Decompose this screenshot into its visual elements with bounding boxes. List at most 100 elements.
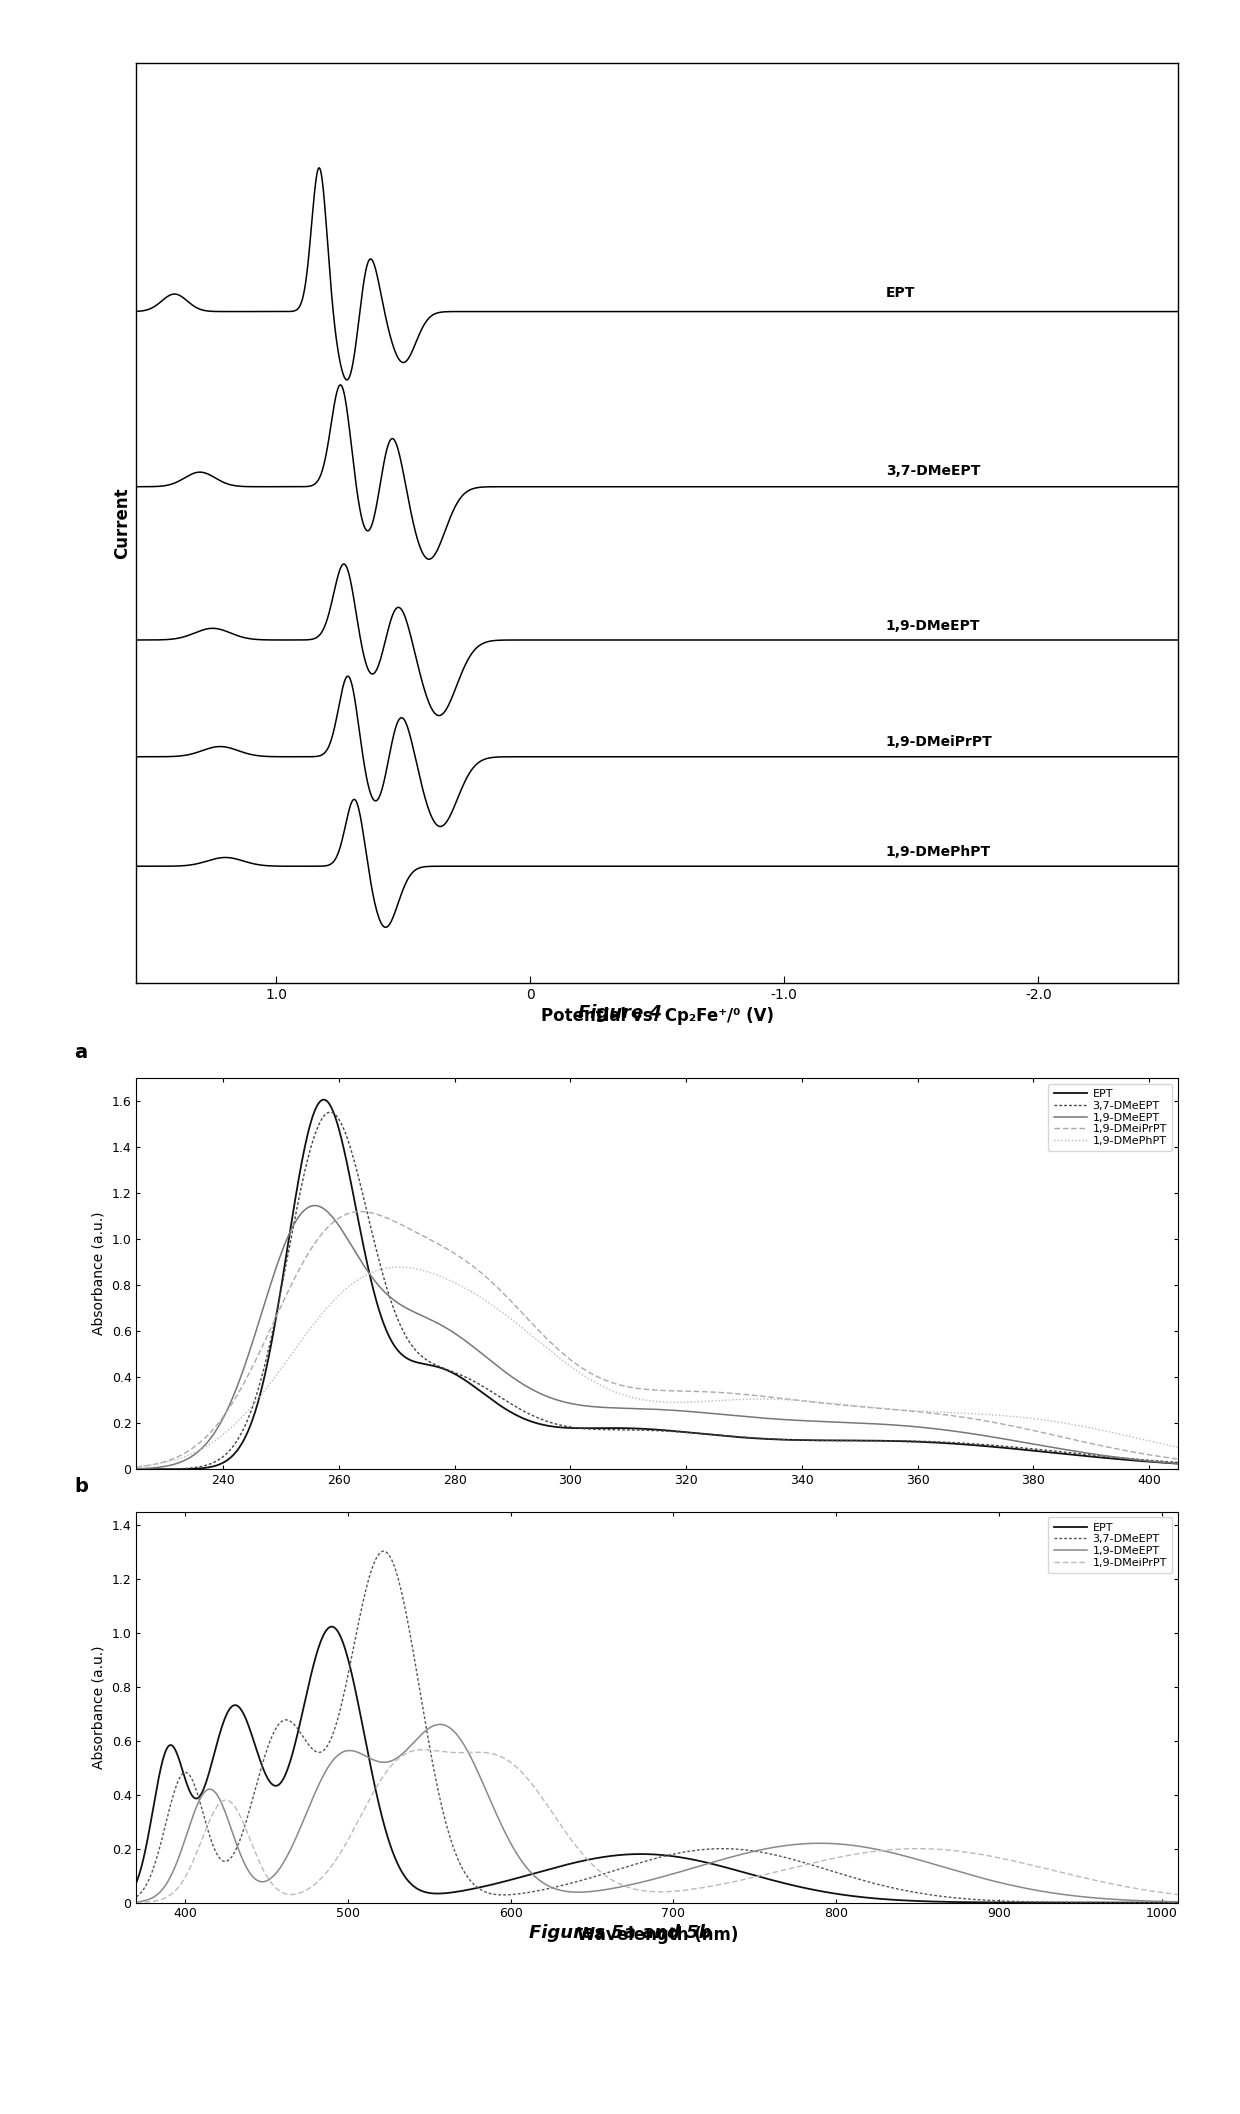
1,9-DMeEPT <box>574 1393 589 1418</box>
1,9-DMeiPrPT <box>1171 1881 1185 1907</box>
Text: a: a <box>74 1044 87 1063</box>
1,9-DMePhPT <box>1038 1408 1053 1433</box>
Line: 3,7-DMeEPT: 3,7-DMeEPT <box>136 1552 1178 1903</box>
Line: 1,9-DMeiPrPT: 1,9-DMeiPrPT <box>136 1750 1178 1903</box>
1,9-DMeEPT <box>248 1321 263 1347</box>
Line: 1,9-DMeEPT: 1,9-DMeEPT <box>136 1725 1178 1903</box>
1,9-DMeEPT <box>1038 1879 1053 1905</box>
1,9-DMeiPrPT <box>574 1355 589 1380</box>
3,7-DMeEPT <box>376 1539 391 1564</box>
3,7-DMeEPT <box>248 1778 263 1803</box>
1,9-DMeiPrPT <box>248 1839 263 1865</box>
EPT <box>248 1399 263 1425</box>
1,9-DMeiPrPT <box>528 1778 543 1803</box>
Text: 1,9-DMeiPrPT: 1,9-DMeiPrPT <box>885 736 992 750</box>
1,9-DMePhPT <box>1151 1431 1166 1457</box>
3,7-DMeEPT <box>310 1740 325 1765</box>
1,9-DMeiPrPT <box>1038 1856 1053 1881</box>
1,9-DMePhPT <box>129 1454 144 1480</box>
Line: 1,9-DMeiPrPT: 1,9-DMeiPrPT <box>136 1211 1178 1467</box>
3,7-DMeEPT <box>574 1869 589 1894</box>
EPT <box>1171 1450 1185 1476</box>
1,9-DMePhPT <box>248 1389 263 1414</box>
3,7-DMeEPT <box>1038 1890 1053 1915</box>
EPT <box>1151 1890 1166 1915</box>
3,7-DMeEPT <box>1151 1448 1166 1473</box>
1,9-DMeiPrPT <box>353 1199 368 1224</box>
3,7-DMeEPT <box>248 1387 263 1412</box>
EPT <box>324 1613 339 1638</box>
1,9-DMeEPT <box>310 1776 325 1801</box>
Y-axis label: Absorbance (a.u.): Absorbance (a.u.) <box>92 1645 105 1769</box>
1,9-DMeiPrPT <box>415 1738 430 1763</box>
1,9-DMeiPrPT <box>129 1454 144 1480</box>
Line: EPT: EPT <box>136 1099 1178 1469</box>
Y-axis label: Current: Current <box>113 488 131 558</box>
EPT <box>316 1087 331 1112</box>
3,7-DMeEPT <box>129 1884 144 1909</box>
EPT <box>1038 1440 1053 1465</box>
X-axis label: Potential vs. Cp₂Fe⁺/⁰ (V): Potential vs. Cp₂Fe⁺/⁰ (V) <box>541 1008 774 1025</box>
1,9-DMeEPT <box>1171 1890 1185 1915</box>
EPT <box>310 1640 325 1666</box>
1,9-DMeiPrPT <box>129 1890 144 1915</box>
Line: 1,9-DMeEPT: 1,9-DMeEPT <box>136 1205 1178 1469</box>
1,9-DMeiPrPT <box>528 1315 543 1340</box>
EPT <box>574 1416 589 1442</box>
3,7-DMeEPT <box>1038 1438 1053 1463</box>
1,9-DMePhPT <box>574 1361 589 1387</box>
Legend: EPT, 3,7-DMeEPT, 1,9-DMeEPT, 1,9-DMeiPrPT, 1,9-DMePhPT: EPT, 3,7-DMeEPT, 1,9-DMeEPT, 1,9-DMeiPrP… <box>1048 1084 1173 1152</box>
EPT <box>248 1733 263 1759</box>
Text: Figures 5a and 5b: Figures 5a and 5b <box>528 1924 712 1943</box>
Text: b: b <box>74 1478 88 1497</box>
1,9-DMePhPT <box>1171 1435 1185 1461</box>
EPT <box>1038 1890 1053 1915</box>
1,9-DMeEPT <box>310 1192 325 1218</box>
1,9-DMeEPT <box>248 1867 263 1892</box>
1,9-DMeiPrPT <box>1151 1879 1166 1905</box>
1,9-DMeiPrPT <box>1151 1444 1166 1469</box>
Line: 3,7-DMeEPT: 3,7-DMeEPT <box>136 1112 1178 1469</box>
1,9-DMeEPT <box>528 1865 543 1890</box>
1,9-DMePhPT <box>392 1254 407 1279</box>
EPT <box>528 1410 543 1435</box>
Y-axis label: Absorbance (a.u.): Absorbance (a.u.) <box>92 1211 105 1336</box>
3,7-DMeEPT <box>574 1416 589 1442</box>
1,9-DMeEPT <box>528 1378 543 1404</box>
EPT <box>129 1457 144 1482</box>
3,7-DMeEPT <box>310 1116 325 1142</box>
X-axis label: Wavelength (nm): Wavelength (nm) <box>577 1926 738 1945</box>
3,7-DMeEPT <box>1151 1890 1166 1915</box>
Text: 1,9-DMePhPT: 1,9-DMePhPT <box>885 846 991 858</box>
1,9-DMeiPrPT <box>310 1869 325 1894</box>
Line: EPT: EPT <box>136 1626 1178 1903</box>
1,9-DMeiPrPT <box>574 1839 589 1865</box>
EPT <box>528 1860 543 1886</box>
Text: 3,7-DMeEPT: 3,7-DMeEPT <box>885 463 980 478</box>
Text: Figure 4: Figure 4 <box>578 1004 662 1023</box>
EPT <box>574 1848 589 1873</box>
Text: 1,9-DMeEPT: 1,9-DMeEPT <box>885 619 981 632</box>
3,7-DMeEPT <box>322 1099 337 1125</box>
EPT <box>1151 1450 1166 1476</box>
3,7-DMeEPT <box>129 1457 144 1482</box>
1,9-DMeEPT <box>308 1192 322 1218</box>
1,9-DMeEPT <box>1151 1450 1166 1476</box>
3,7-DMeEPT <box>1171 1890 1185 1915</box>
1,9-DMeEPT <box>1171 1450 1185 1476</box>
1,9-DMeiPrPT <box>248 1349 263 1374</box>
1,9-DMeEPT <box>574 1879 589 1905</box>
1,9-DMeiPrPT <box>310 1228 325 1254</box>
1,9-DMeEPT <box>1151 1888 1166 1913</box>
Legend: EPT, 3,7-DMeEPT, 1,9-DMeEPT, 1,9-DMeiPrPT: EPT, 3,7-DMeEPT, 1,9-DMeEPT, 1,9-DMeiPrP… <box>1048 1518 1173 1573</box>
1,9-DMePhPT <box>528 1325 543 1351</box>
1,9-DMePhPT <box>310 1306 325 1332</box>
EPT <box>1171 1890 1185 1915</box>
Text: EPT: EPT <box>885 285 915 300</box>
3,7-DMeEPT <box>528 1404 543 1429</box>
1,9-DMeEPT <box>129 1890 144 1915</box>
Line: 1,9-DMePhPT: 1,9-DMePhPT <box>136 1266 1178 1467</box>
3,7-DMeEPT <box>1171 1450 1185 1476</box>
1,9-DMeiPrPT <box>1171 1446 1185 1471</box>
1,9-DMeEPT <box>129 1457 144 1482</box>
